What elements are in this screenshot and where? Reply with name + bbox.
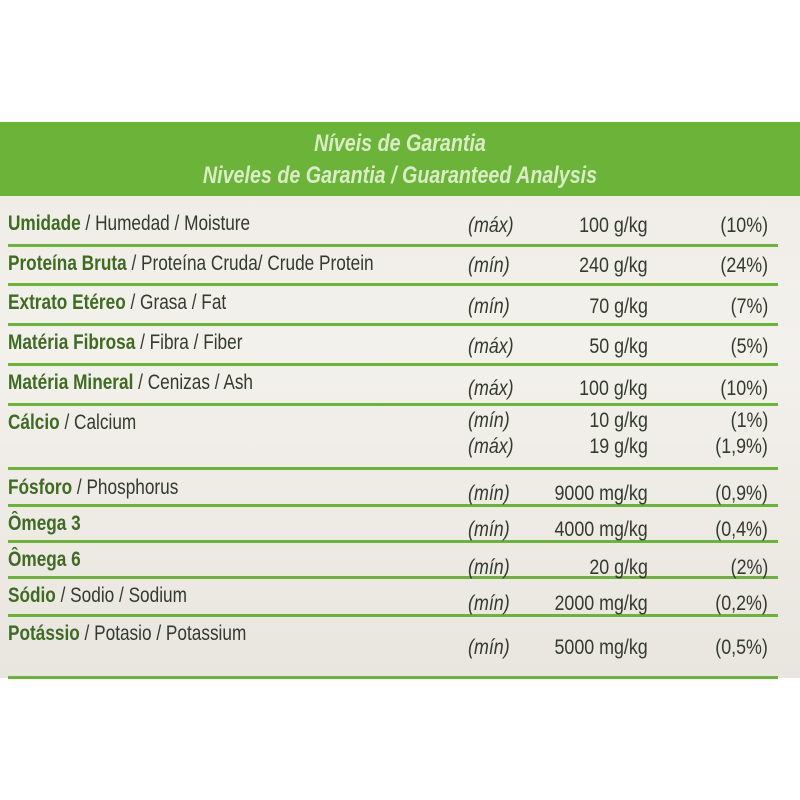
- nutrient-name-translations: / Proteína Cruda/ Crude Protein: [126, 252, 374, 275]
- nutrient-name: Cálcio / Calcium: [8, 411, 136, 435]
- value: 50 g/kg: [589, 335, 648, 358]
- nutrient-name: Extrato Etéreo / Grasa / Fat: [8, 291, 226, 315]
- table-row: Sódio / Sodio / Sodium (mín) 2000 mg/kg (0,…: [8, 578, 778, 617]
- qualifier: (mín): [468, 556, 510, 579]
- qualifier: (máx): [468, 377, 514, 400]
- value: 10 g/kg: [589, 409, 648, 432]
- qualifier: (mín): [468, 636, 510, 659]
- nutrient-name-pt: Sódio: [8, 584, 56, 607]
- table-row: Ômega 3 (mín) 4000 mg/kg (0,4%): [8, 506, 778, 543]
- value: 100 g/kg: [579, 377, 648, 400]
- table-row: Cálcio / Calcium (mín) 10 g/kg (1%) (máx) 19 …: [8, 405, 778, 470]
- nutrient-name-pt: Potássio: [8, 622, 80, 645]
- percent: (1,9%): [715, 435, 768, 458]
- guaranteed-analysis-label: Níveis de Garantia Niveles de Garantia /…: [0, 122, 800, 679]
- nutrient-name-translations: / Potasio / Potassium: [79, 622, 247, 645]
- table-row: Fósforo / Phosphorus (mín) 9000 mg/kg (0,9%…: [8, 470, 778, 507]
- table-row: Ômega 6 (mín) 20 g/kg (2%): [8, 542, 778, 579]
- percent: (0,2%): [715, 592, 768, 615]
- nutrient-name-pt: Matéria Mineral: [8, 371, 134, 394]
- table-row: Matéria Mineral / Cenizas / Ash (máx) 100 …: [8, 365, 778, 406]
- qualifier: (mín): [468, 482, 510, 505]
- nutrient-name: Umidade / Humedad / Moisture: [8, 212, 250, 236]
- value: 9000 mg/kg: [554, 482, 648, 505]
- nutrient-name: Potássio / Potasio / Potassium: [8, 622, 246, 646]
- title-es-en: Niveles de Garantia / Guaranteed Analysi…: [202, 162, 598, 189]
- nutrient-name-translations: / Humedad / Moisture: [80, 212, 251, 235]
- nutrient-name: Proteína Bruta / Proteína Cruda/ Crude P…: [8, 252, 374, 276]
- value: 100 g/kg: [579, 214, 648, 237]
- table-row: Proteína Bruta / Proteína Cruda/ Crude P…: [8, 246, 778, 286]
- value: 20 g/kg: [589, 556, 648, 579]
- percent: (24%): [720, 254, 768, 277]
- nutrient-name-translations: / Fibra / Fiber: [135, 331, 243, 354]
- percent: (10%): [720, 377, 768, 400]
- qualifier: (mín): [468, 295, 510, 318]
- nutrient-name-pt: Ômega 3: [8, 512, 81, 535]
- percent: (1%): [730, 409, 768, 432]
- nutrient-name-translations: / Cenizas / Ash: [133, 371, 254, 394]
- percent: (0,9%): [715, 482, 768, 505]
- qualifier: (mín): [468, 592, 510, 615]
- value: 5000 mg/kg: [554, 636, 648, 659]
- qualifier: (máx): [468, 435, 514, 458]
- percent: (10%): [720, 214, 768, 237]
- value: 4000 mg/kg: [554, 518, 648, 541]
- nutrient-name-pt: Cálcio: [8, 411, 60, 434]
- table-row: Extrato Etéreo / Grasa / Fat (mín) 70 g/kg…: [8, 285, 778, 326]
- qualifier: (máx): [468, 214, 514, 237]
- nutrient-name-pt: Proteína Bruta: [8, 252, 127, 275]
- nutrient-name-translations: / Sodio / Sodium: [55, 584, 187, 607]
- value: 2000 mg/kg: [554, 592, 648, 615]
- percent: (0,5%): [715, 636, 768, 659]
- percent: (0,4%): [715, 518, 768, 541]
- nutrient-name-translations: / Phosphorus: [72, 476, 179, 499]
- table-row: Potássio / Potasio / Potassium (mín) 5000 …: [8, 616, 778, 679]
- nutrient-name: Fósforo / Phosphorus: [8, 476, 178, 500]
- qualifier: (mín): [468, 409, 510, 432]
- value: 19 g/kg: [589, 435, 648, 458]
- nutrient-name-pt: Extrato Etéreo: [8, 291, 126, 314]
- nutrient-name-translations: / Calcium: [59, 411, 137, 434]
- nutrient-name: Matéria Fibrosa / Fibra / Fiber: [8, 331, 242, 355]
- qualifier: (máx): [468, 335, 514, 358]
- qualifier: (mín): [468, 254, 510, 277]
- table-row: Matéria Fibrosa / Fibra / Fiber (máx) 50 g…: [8, 325, 778, 366]
- nutrient-name-pt: Matéria Fibrosa: [8, 331, 136, 354]
- percent: (5%): [730, 335, 768, 358]
- nutrient-name: Ômega 3: [8, 512, 81, 536]
- header-banner: Níveis de Garantia Niveles de Garantia /…: [0, 122, 800, 196]
- value: 240 g/kg: [579, 254, 648, 277]
- qualifier: (mín): [468, 518, 510, 541]
- nutrient-name-pt: Ômega 6: [8, 548, 81, 571]
- percent: (7%): [730, 295, 768, 318]
- nutrient-name: Matéria Mineral / Cenizas / Ash: [8, 371, 253, 395]
- nutrient-name-pt: Umidade: [8, 212, 81, 235]
- value: 70 g/kg: [589, 295, 648, 318]
- nutrient-name-translations: / Grasa / Fat: [125, 291, 227, 314]
- nutrient-name-pt: Fósforo: [8, 476, 73, 499]
- title-pt: Níveis de Garantia: [314, 130, 486, 157]
- nutrient-name: Ômega 6: [8, 548, 81, 572]
- nutrient-name: Sódio / Sodio / Sodium: [8, 584, 187, 608]
- table-row: Umidade / Humedad / Moisture (máx) 100 g/k…: [8, 206, 778, 247]
- percent: (2%): [730, 556, 768, 579]
